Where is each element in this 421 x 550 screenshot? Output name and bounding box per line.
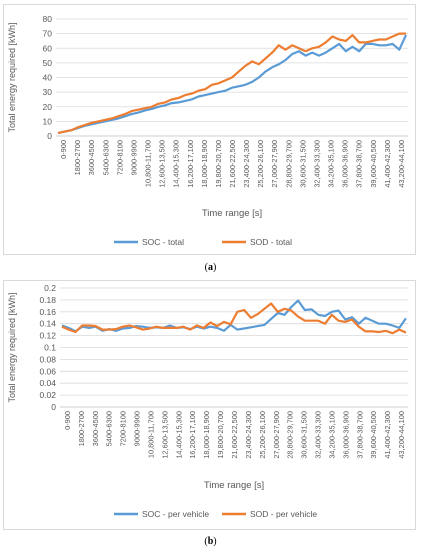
chart-a-x-tick-label: 10,800-11,700	[144, 140, 153, 187]
chart-b-x-tick-label: 32,400-33,300	[314, 411, 323, 459]
chart-b-legend-label-1: SOC - per vehicle	[142, 509, 209, 519]
chart-b-x-tick-label: 9000-9900	[133, 411, 142, 446]
chart-b-y-tick-label: 0.1	[44, 343, 56, 353]
chart-b-frame: 0 0.02 0.04 0.06 0.08 0.1 0.12 0.14 0.16 0.18 0.2 0…	[3, 280, 416, 530]
chart-b-y-tick-label: 0.04	[39, 378, 56, 388]
chart-b-y-axis-label: Total energy required [kWh]	[7, 292, 17, 402]
chart-a-x-tick-label: 5400-6300	[101, 140, 110, 175]
panel-label-b: (b)	[0, 536, 421, 547]
chart-b-x-tick-label: 10,800-11,700	[146, 411, 155, 458]
chart-b-x-tick-label: 14,400-15,300	[174, 411, 183, 459]
panel-label-a-open: (	[204, 262, 208, 273]
chart-b-x-tick-label: 19,800-20,700	[216, 411, 225, 459]
chart-b-y-tick-label: 0.18	[39, 295, 56, 305]
chart-b-x-tick-label: 30,600-31,500	[300, 411, 309, 459]
chart-b-legend-label-2: SOD - per vehicle	[250, 509, 317, 519]
chart-b-x-tick-label: 5400-6300	[105, 411, 114, 446]
chart-a-x-tick-label: 28,800-29,700	[284, 140, 293, 188]
chart-a-x-tick-label: 34,200-35,100	[327, 140, 336, 188]
chart-a-y-tick-label: 20	[43, 102, 53, 112]
chart-a-legend-label-1: SOC - total	[142, 237, 184, 247]
chart-a-x-tick-label: 0-900	[59, 140, 68, 159]
chart-a-x-tick-label: 30,600-31,500	[298, 140, 307, 188]
chart-b-series-line-2	[61, 302, 407, 335]
chart-b-x-tick-label: 23,400-24,300	[244, 411, 253, 459]
chart-a-x-tick-label: 32,400-33,300	[312, 140, 321, 188]
chart-b-x-tick-label: 36,000-36,900	[341, 411, 350, 459]
chart-b-y-tick-label: 0.14	[39, 319, 56, 329]
chart-a-y-axis-label: Total energy required [kWh]	[7, 22, 17, 132]
panel-label-b-close: )	[213, 536, 217, 547]
chart-a-x-tick-label: 23,400-24,300	[242, 140, 251, 188]
chart-a-y-tick-label: 30	[43, 87, 53, 97]
chart-b-x-tick-label: 41,400-42,300	[383, 411, 392, 459]
chart-a-x-tick-label: 39,600-40,500	[369, 140, 378, 188]
chart-a-legend-label-2: SOD - total	[250, 237, 292, 247]
chart-b-x-tick-label: 0-900	[63, 411, 72, 430]
chart-a-x-tick-label: 14,400-15,300	[172, 140, 181, 188]
chart-b-x-tick-label: 34,200-35,100	[327, 411, 336, 459]
chart-b-x-tick-label: 12,600-13,500	[160, 411, 169, 459]
chart-a-x-tick-label: 27,000-27,900	[270, 140, 279, 188]
chart-b-y-tick-label: 0.08	[39, 354, 56, 364]
chart-b-x-tick-label: 39,600-40,500	[369, 411, 378, 459]
chart-b-y-tick-label: 0	[51, 402, 56, 412]
chart-b-x-tick-label: 3600-4500	[91, 411, 100, 446]
chart-b-x-tick-label: 1800-2700	[77, 411, 86, 446]
chart-a-x-tick-label: 3600-4500	[87, 140, 96, 175]
chart-b-x-tick-label: 25,200-26,100	[258, 411, 267, 459]
chart-a-series-line-2	[57, 32, 406, 135]
chart-a-y-tick-label: 50	[43, 58, 53, 68]
chart-a-x-axis-label: Time range [s]	[202, 208, 262, 219]
chart-b-x-tick-label: 7200-8100	[119, 411, 128, 446]
chart-a-x-tick-label: 37,800-38,700	[355, 140, 364, 188]
chart-a-x-tick-label: 21,600-22,500	[228, 140, 237, 188]
chart-b-y-tick-label: 0.12	[39, 331, 56, 341]
chart-a-x-tick-label: 16,200-17,100	[186, 140, 195, 188]
chart-b-x-tick-label: 21,600-22,500	[230, 411, 239, 459]
chart-a-series-line-1	[57, 34, 407, 135]
chart-a-y-tick-label: 40	[43, 73, 53, 83]
chart-a-x-tick-label: 36,000-36,900	[341, 140, 350, 188]
chart-a-y-tick-label: 60	[43, 43, 53, 53]
chart-b-x-tick-label: 16,200-17,100	[188, 411, 197, 459]
chart-b: 0 0.02 0.04 0.06 0.080.1 0.12 0.14 0.16 0.18 0.2 0…	[7, 283, 408, 519]
chart-a-x-tick-label: 7200-8100	[115, 140, 124, 175]
chart-a-x-tick-label: 1800-2700	[73, 140, 82, 175]
chart-b-y-tick-label: 0.16	[39, 307, 56, 317]
chart-a-frame: 0 10 20 30 40 50 60 70 80 0-900 1800-2700 3600-4500…	[3, 4, 416, 255]
chart-b-x-axis-label: Time range [s]	[204, 480, 264, 491]
chart-a-x-tick-label: 43,200-44,100	[397, 140, 406, 188]
chart-a-x-tick-label: 41,400-42,300	[383, 140, 392, 188]
chart-a-x-tick-label: 19,800-20,700	[214, 140, 223, 188]
chart-b-x-tick-label: 18,000-18,900	[202, 411, 211, 459]
chart-b-x-tick-label: 27,000-27,900	[272, 411, 281, 459]
chart-a-x-tick-label: 12,600-13,500	[158, 140, 167, 188]
panel-label-a-close: )	[213, 262, 217, 273]
chart-b-series-line-1	[61, 299, 407, 333]
chart-b-x-tick-label: 28,800-29,700	[286, 411, 295, 459]
chart-a-x-tick-label: 9000-9900	[129, 140, 138, 175]
chart-b-y-tick-label: 0.02	[39, 390, 56, 400]
chart-b-x-tick-label: 37,800-38,700	[355, 411, 364, 459]
chart-a-y-tick-label: 70	[43, 29, 53, 39]
chart-a-x-tick-label: 25,200-26,100	[256, 140, 265, 188]
panel-label-b-letter: b	[207, 536, 214, 547]
chart-b-y-tick-label: 0.2	[44, 283, 56, 293]
chart-b-y-tick-label: 0.06	[39, 366, 56, 376]
panel-label-a-letter: a	[208, 262, 213, 273]
chart-a: 0 10 20 30 40 50 60 70 80 0-900 1800-2700 3600-4500…	[7, 14, 408, 247]
chart-b-x-tick-label: 43,200-44,100	[397, 411, 406, 459]
chart-a-x-tick-label: 18,000-18,900	[200, 140, 209, 188]
chart-a-y-tick-label: 10	[43, 116, 53, 126]
chart-a-y-tick-label: 80	[43, 14, 53, 24]
panel-label-b-open: (	[204, 536, 208, 547]
panel-label-a: (a)	[0, 262, 421, 273]
chart-a-y-tick-label: 0	[47, 131, 52, 141]
